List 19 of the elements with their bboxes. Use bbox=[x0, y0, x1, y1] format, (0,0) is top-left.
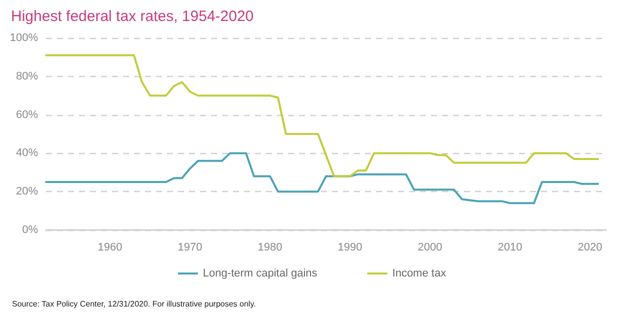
source-note: Source: Tax Policy Center, 12/31/2020. For illustrative purposes only. bbox=[12, 300, 256, 308]
x-tick-label: 1990 bbox=[338, 242, 362, 254]
y-tick-label: 20% bbox=[16, 186, 38, 198]
legend-label: Income tax bbox=[392, 268, 447, 280]
line-series bbox=[45, 54, 599, 178]
x-tick-label: 1960 bbox=[98, 242, 122, 254]
chart-title: Highest federal tax rates, 1954-2020 bbox=[11, 8, 254, 25]
y-tick-label: 0% bbox=[22, 224, 38, 236]
x-tick-label: 1970 bbox=[178, 242, 202, 254]
y-tick-label: 40% bbox=[16, 147, 38, 160]
x-tick-label: 1980 bbox=[258, 242, 282, 254]
line-series bbox=[45, 152, 599, 204]
x-tick-label: 2010 bbox=[498, 242, 522, 254]
y-tick-label: 80% bbox=[16, 70, 38, 82]
y-tick-label: 100% bbox=[10, 32, 38, 44]
x-tick-label: 2020 bbox=[578, 242, 602, 254]
y-tick-label: 60% bbox=[16, 108, 38, 121]
x-tick-label: 2000 bbox=[418, 242, 442, 254]
legend-label: Long-term capital gains bbox=[202, 268, 318, 280]
